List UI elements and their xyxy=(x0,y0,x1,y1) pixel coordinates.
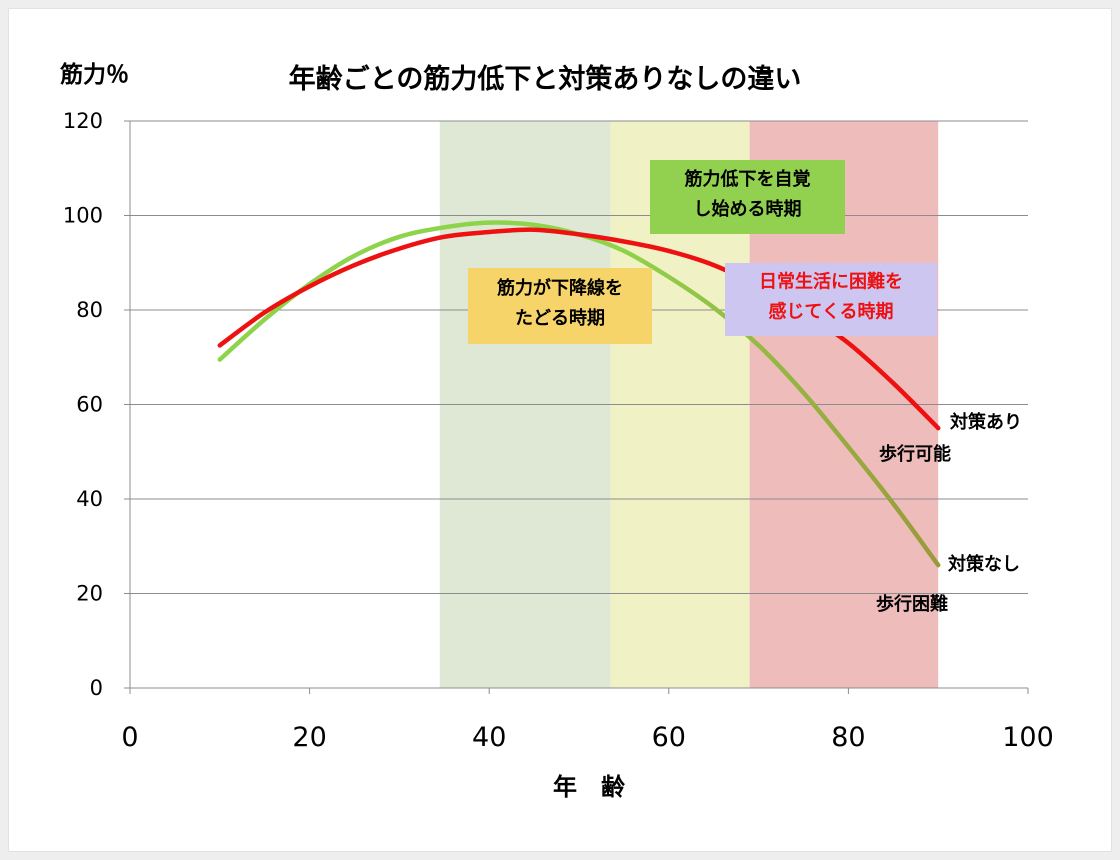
x-tick-40: 40 xyxy=(472,722,506,753)
axes xyxy=(124,120,1029,694)
annotation-awareness-line-1: 筋力低下を自覚 xyxy=(685,168,811,190)
annotation-difficulty-line-2: 感じてくる時期 xyxy=(768,301,893,323)
annotation-difficulty-box xyxy=(725,263,937,336)
y-axis-label: 筋力％ xyxy=(60,61,129,88)
end-label-walk-hard: 歩行困難 xyxy=(876,593,948,615)
y-tick-40: 40 xyxy=(76,487,103,511)
x-tick-100: 100 xyxy=(1002,722,1054,753)
annotation-decline-line-2: たどる時期 xyxy=(515,308,605,329)
end-label-without-measures: 対策なし xyxy=(947,553,1020,575)
annotation-difficulty-line-1: 日常生活に困難を xyxy=(759,271,903,293)
y-tick-20: 20 xyxy=(76,582,103,606)
x-tick-80: 80 xyxy=(831,722,865,753)
annotation-decline-line-1: 筋力が下降線を xyxy=(497,277,623,299)
chart-title: 年齢ごとの筋力低下と対策ありなしの違い xyxy=(289,63,802,95)
y-tick-labels: 0 20 40 60 80 100 120 xyxy=(63,109,103,700)
gridlines xyxy=(130,120,1028,594)
x-tick-60: 60 xyxy=(652,722,686,753)
x-tick-20: 20 xyxy=(292,722,326,753)
annotation-awareness-box xyxy=(650,160,845,234)
end-label-walk-ok: 歩行可能 xyxy=(879,443,951,465)
y-tick-0: 0 xyxy=(90,676,103,700)
y-tick-80: 80 xyxy=(76,298,103,322)
y-tick-120: 120 xyxy=(63,109,103,133)
x-axis-label: 年 齢 xyxy=(553,773,626,801)
annotation-decline-box xyxy=(468,268,652,344)
y-tick-100: 100 xyxy=(63,204,103,228)
annotation-awareness-line-2: し始める時期 xyxy=(694,198,802,220)
x-tick-labels: 0 20 40 60 80 100 xyxy=(121,722,1053,753)
y-tick-60: 60 xyxy=(76,393,103,417)
x-tick-0: 0 xyxy=(121,722,138,753)
end-label-with-measures: 対策あり xyxy=(949,411,1022,433)
